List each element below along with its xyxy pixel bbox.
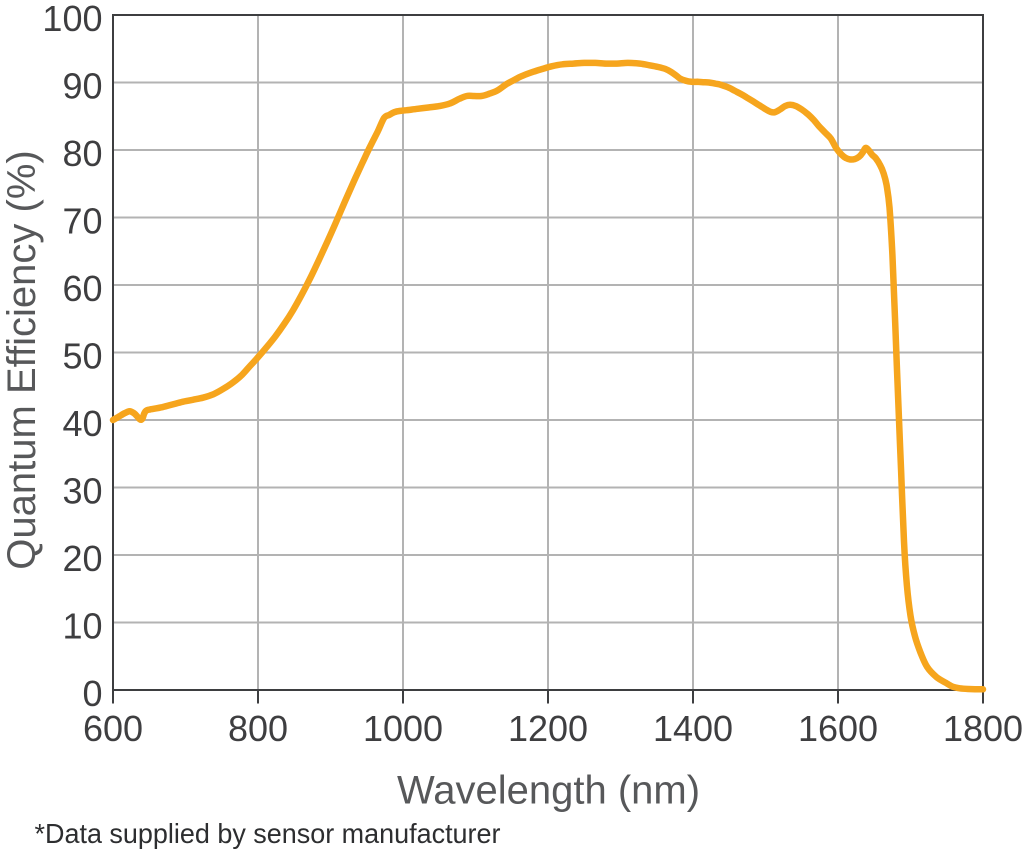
svg-text:1400: 1400	[653, 708, 733, 749]
svg-text:40: 40	[62, 403, 102, 444]
svg-text:600: 600	[83, 708, 143, 749]
svg-text:Quantum Efficiency (%): Quantum Efficiency (%)	[0, 150, 44, 569]
svg-text:1800: 1800	[943, 708, 1023, 749]
svg-text:1000: 1000	[363, 708, 443, 749]
svg-text:800: 800	[228, 708, 288, 749]
svg-text:*Data supplied by sensor manuf: *Data supplied by sensor manufacturer	[35, 818, 501, 849]
svg-text:10: 10	[62, 605, 102, 646]
svg-text:30: 30	[62, 470, 102, 511]
svg-text:1200: 1200	[508, 708, 588, 749]
svg-text:90: 90	[62, 65, 102, 106]
svg-text:20: 20	[62, 538, 102, 579]
svg-text:50: 50	[62, 335, 102, 376]
svg-text:60: 60	[62, 268, 102, 309]
svg-text:0: 0	[82, 673, 102, 714]
svg-text:70: 70	[62, 200, 102, 241]
svg-text:80: 80	[62, 133, 102, 174]
svg-text:Wavelength (nm): Wavelength (nm)	[397, 769, 700, 813]
svg-text:100: 100	[42, 0, 102, 39]
svg-text:1600: 1600	[798, 708, 878, 749]
